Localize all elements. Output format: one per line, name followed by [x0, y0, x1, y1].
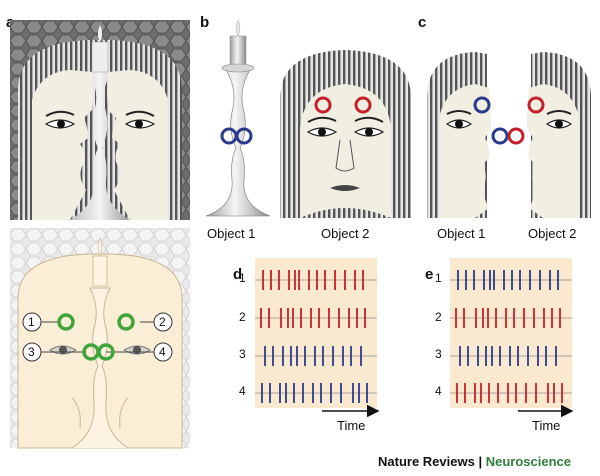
- neuron-label-4: 4: [159, 345, 166, 359]
- d-row-label-3: 3: [239, 347, 246, 361]
- c-object-1-label: Object 1: [437, 226, 486, 241]
- face-object-2: [280, 50, 411, 218]
- neuron-label-2: 2: [159, 315, 166, 329]
- raster-d: [255, 258, 377, 408]
- b-object-2-label: Object 2: [321, 226, 370, 241]
- receptive-field-2-ring: [117, 313, 135, 331]
- brand-separator: |: [474, 454, 486, 469]
- e-row-label-1: 1: [435, 271, 442, 285]
- raster-background: [255, 258, 377, 408]
- neuron-label-1: 1: [28, 315, 35, 329]
- panel-label-b: b: [200, 14, 210, 31]
- d-row-label-2: 2: [239, 310, 246, 324]
- neuron-label-3: 3: [28, 345, 35, 359]
- d-time-label: Time: [337, 418, 366, 433]
- e-row-label-3: 3: [435, 347, 442, 361]
- panel-label-c: c: [418, 14, 427, 31]
- raster-background: [450, 258, 572, 408]
- panel-label-e: e: [425, 266, 434, 283]
- journal-brand: Nature Reviews | Neuroscience: [378, 454, 571, 469]
- d-row-label-1: 1: [239, 271, 246, 285]
- c-object-2-label: Object 2: [528, 226, 577, 241]
- e-row-label-2: 2: [435, 310, 442, 324]
- receptive-field-1-ring: [57, 313, 75, 331]
- rubin-vase-illustration: [10, 20, 190, 220]
- e-row-label-4: 4: [435, 384, 442, 398]
- facing-faces: [427, 52, 591, 218]
- receptive-field-4-ring: [97, 343, 115, 361]
- raster-e: [450, 258, 572, 408]
- journal-name: Nature Reviews: [378, 454, 475, 469]
- d-row-label-4: 4: [239, 384, 246, 398]
- candlestick-object-1: [205, 19, 271, 217]
- journal-field: Neuroscience: [485, 454, 571, 469]
- e-time-label: Time: [532, 418, 561, 433]
- b-object-1-label: Object 1: [207, 226, 256, 241]
- panel-label-d: d: [233, 266, 243, 283]
